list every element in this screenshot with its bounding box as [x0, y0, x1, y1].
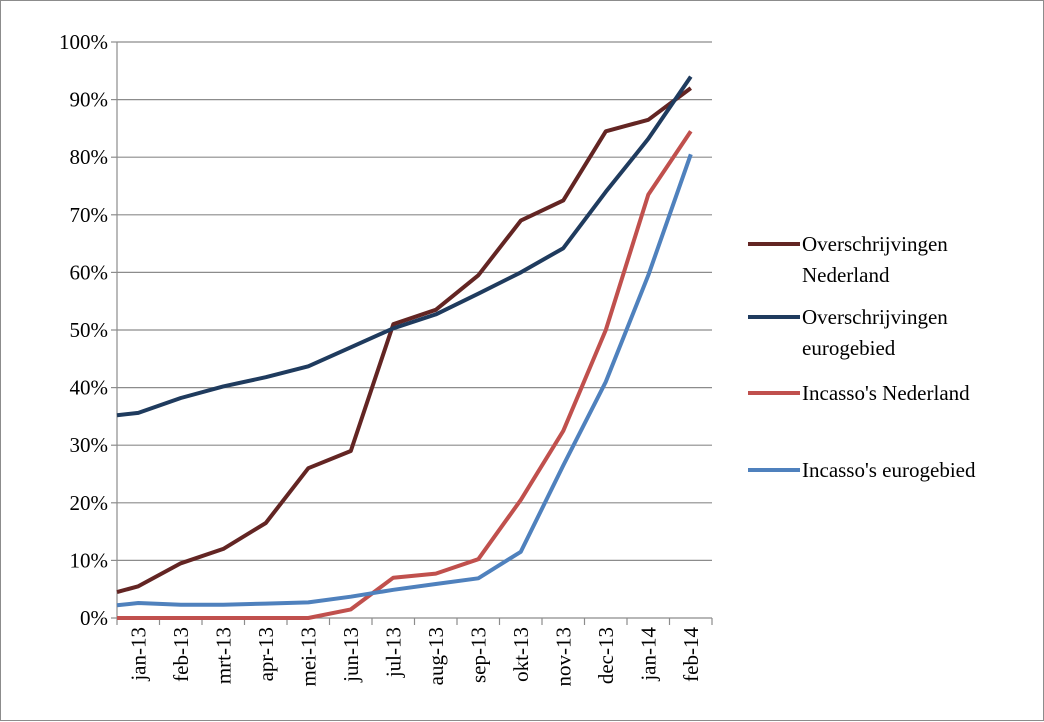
x-tick-label: feb-14: [679, 627, 703, 682]
x-tick-label: mei-13: [296, 627, 320, 686]
series-line: [116, 75, 693, 418]
axes: [111, 41, 713, 625]
x-tick-label: apr-13: [254, 627, 278, 681]
series-line: [117, 130, 693, 620]
x-tick-label: dec-13: [594, 627, 618, 684]
y-tick-label: 40%: [70, 376, 109, 400]
grid-lines: [117, 41, 712, 562]
series-lines: [116, 75, 693, 620]
series-line: [116, 86, 692, 595]
x-tick-label: nov-13: [551, 627, 575, 687]
legend-label: Overschrijvingen eurogebied: [802, 305, 948, 360]
x-tick-label: aug-13: [424, 627, 448, 685]
y-tick-label: 50%: [70, 318, 109, 342]
y-tick-label: 0%: [80, 606, 108, 630]
x-tick-label: jul-13: [381, 627, 405, 678]
legend: Overschrijvingen Nederland Overschrijvinge…: [748, 232, 976, 482]
x-tick-label: jan-13: [126, 627, 150, 682]
x-tick-labels: jan-13 feb-13 mrt-13 apr-13 mei-13 jun-13 jul-…: [126, 627, 703, 687]
legend-label: Incasso's Nederland: [802, 381, 970, 405]
x-tick-label: jun-13: [339, 627, 363, 683]
y-tick-label: 80%: [70, 145, 109, 169]
y-tick-labels: 0% 10% 20% 30% 40% 50% 60% 70% 80% 90% 100%: [59, 30, 108, 630]
x-tick-label: sep-13: [466, 627, 490, 683]
x-tick-label: okt-13: [509, 627, 533, 682]
legend-label: Overschrijvingen Nederland: [802, 232, 948, 287]
y-tick-label: 100%: [59, 30, 108, 54]
y-tick-label: 90%: [70, 88, 109, 112]
y-tick-label: 60%: [70, 260, 109, 284]
y-tick-label: 10%: [70, 548, 109, 572]
y-tick-label: 30%: [70, 433, 109, 457]
y-tick-label: 70%: [70, 203, 109, 227]
x-tick-label: jan-14: [636, 627, 660, 682]
x-tick-label: mrt-13: [211, 627, 235, 684]
series-line: [116, 153, 693, 608]
x-tick-label: feb-13: [169, 627, 193, 682]
y-tick-label: 20%: [70, 491, 109, 515]
legend-label: Incasso's eurogebied: [802, 458, 976, 482]
